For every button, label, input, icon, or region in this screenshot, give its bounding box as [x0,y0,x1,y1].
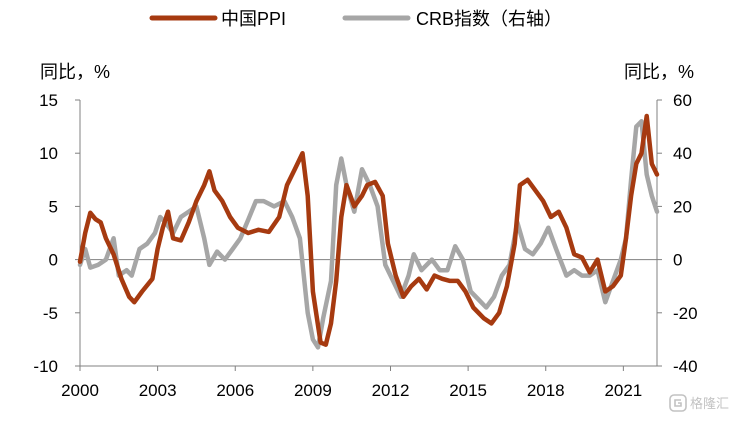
series-line-ppi [77,113,660,347]
left-tick-label: 15 [39,91,58,110]
left-tick-label: -10 [33,357,58,376]
right-tick-label: 40 [673,144,692,163]
axes [79,100,658,367]
x-tick-label: 2015 [449,381,487,400]
right-tick-label: 20 [673,197,692,216]
gelonghui-logo-icon [669,394,687,412]
legend-label-ppi: 中国PPI [221,9,286,29]
x-axis-ticks: 2000 2003 2006 2009 2012 2015 2018 2021 [61,366,642,400]
right-tick-label: -40 [673,357,698,376]
x-tick-label: 2003 [139,381,177,400]
x-tick-label: 2006 [216,381,254,400]
left-axis-unit-label: 同比，% [40,62,110,82]
right-axis-unit-label: 同比，% [624,62,694,82]
right-tick-label: 0 [673,251,682,270]
x-tick-label: 2009 [294,381,332,400]
left-tick-label: 5 [49,197,58,216]
watermark: 格隆汇 [669,394,729,412]
right-axis-ticks: 60 40 20 0 -20 -40 [657,91,698,376]
left-axis-ticks: 15 10 5 0 -5 -10 [33,91,80,376]
x-tick-label: 2000 [61,381,99,400]
left-tick-label: -5 [43,304,58,323]
series-layer [77,113,660,350]
legend-label-crb: CRB指数（右轴） [416,9,562,29]
right-tick-label: 60 [673,91,692,110]
x-tick-label: 2018 [527,381,565,400]
right-tick-label: -20 [673,304,698,323]
series-line-crb [77,119,660,350]
x-tick-label: 2021 [604,381,642,400]
left-tick-label: 0 [49,251,58,270]
left-tick-label: 10 [39,144,58,163]
watermark-text: 格隆汇 [690,396,729,411]
legend: 中国PPI CRB指数（右轴） [149,9,562,29]
x-tick-label: 2012 [372,381,410,400]
